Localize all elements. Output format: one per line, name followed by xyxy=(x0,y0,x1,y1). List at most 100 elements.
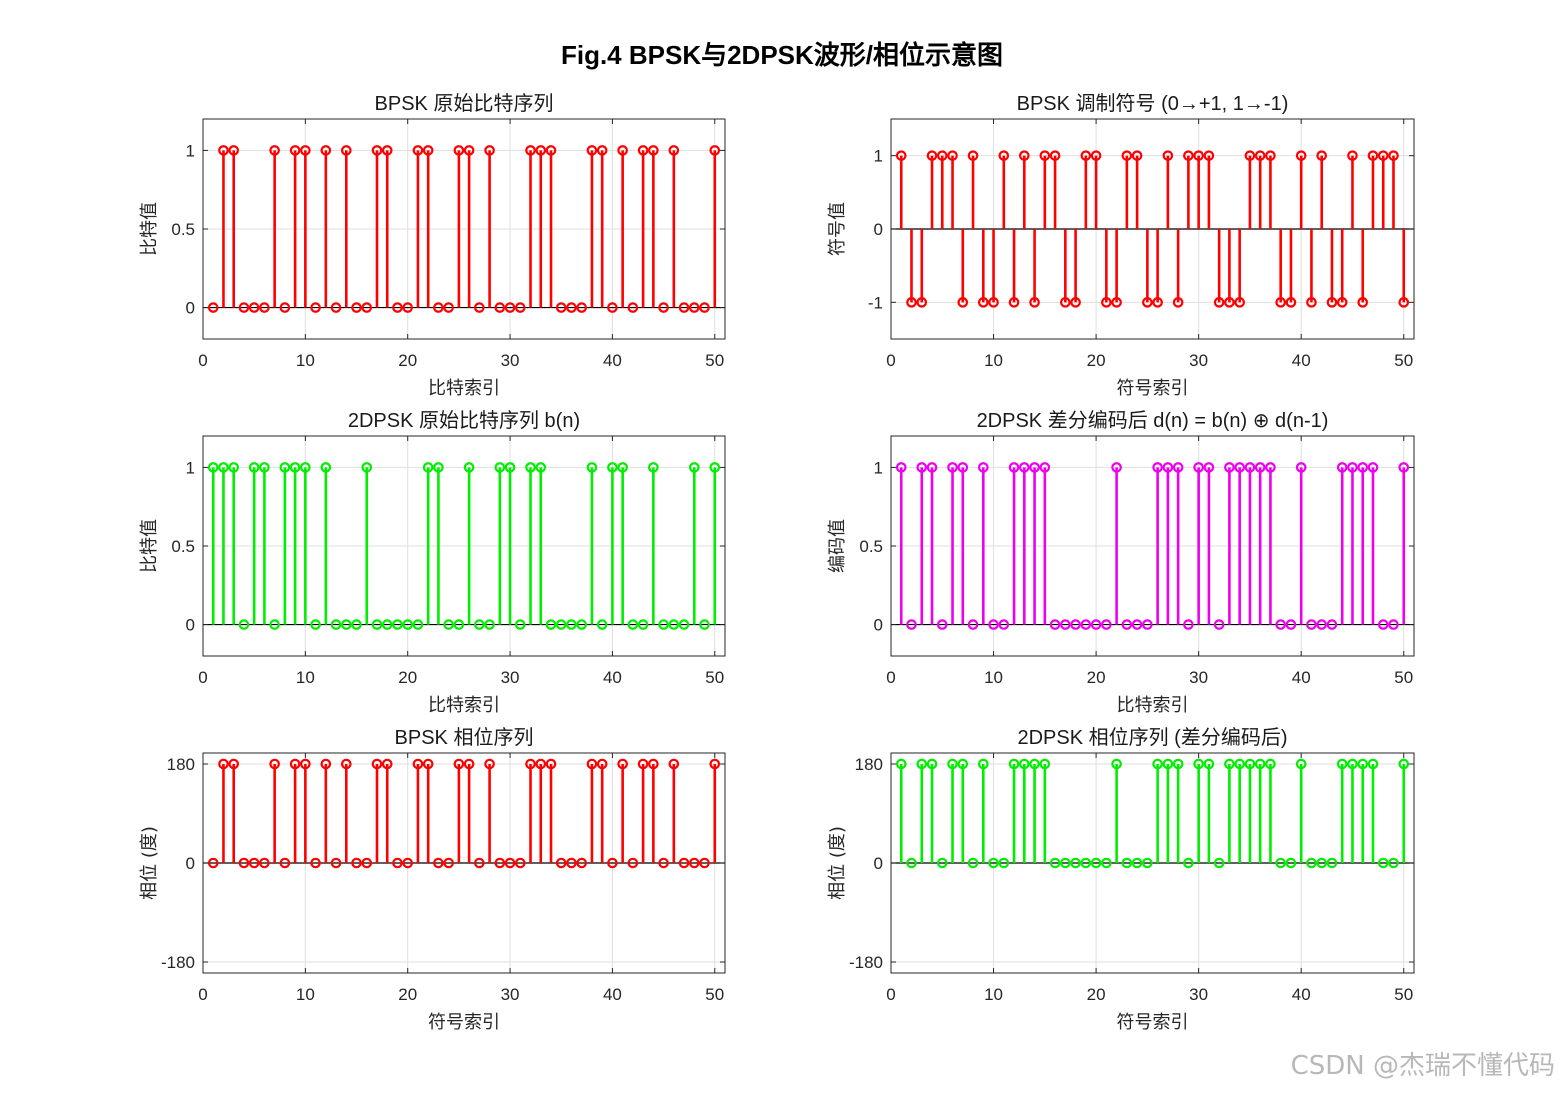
marker-4 xyxy=(926,150,938,161)
xtick-label-1: 10 xyxy=(296,668,315,687)
marker-46 xyxy=(1357,462,1369,473)
marker-20 xyxy=(1090,150,1102,161)
marker-42 xyxy=(1316,857,1328,869)
marker-26 xyxy=(463,145,475,156)
marker-34 xyxy=(1234,758,1245,770)
marker-12 xyxy=(320,145,332,156)
marker-44 xyxy=(648,145,659,156)
marker-32 xyxy=(1213,857,1225,869)
marker-35 xyxy=(1244,462,1256,473)
xtick-label-3: 30 xyxy=(501,668,520,687)
marker-29 xyxy=(1183,619,1194,630)
marker-35 xyxy=(555,302,567,313)
marker-5 xyxy=(936,150,948,161)
marker-28 xyxy=(484,758,495,770)
xtick-label-1: 10 xyxy=(984,351,1003,370)
x-axis-label: 比特索引 xyxy=(428,378,500,399)
marker-25 xyxy=(453,758,465,770)
marker-2 xyxy=(218,462,229,473)
marker-19 xyxy=(392,857,403,869)
xtick-label-2: 20 xyxy=(1087,985,1106,1004)
marker-5 xyxy=(248,302,260,313)
marker-13 xyxy=(330,302,342,313)
marker-48 xyxy=(1377,150,1389,161)
xtick-label-4: 40 xyxy=(1292,351,1311,370)
marker-35 xyxy=(555,857,567,869)
marker-49 xyxy=(699,857,710,869)
marker-30 xyxy=(504,302,516,313)
subplot-title: 2DPSK 相位序列 (差分编码后) xyxy=(1017,726,1287,749)
marker-23 xyxy=(433,462,444,473)
marker-19 xyxy=(392,619,403,630)
marker-22 xyxy=(422,145,434,156)
marker-38 xyxy=(586,758,598,770)
marker-6 xyxy=(947,758,958,770)
marker-16 xyxy=(361,857,373,869)
marker-6 xyxy=(947,462,958,473)
marker-26 xyxy=(1152,462,1163,473)
xtick-label-3: 30 xyxy=(501,985,520,1004)
marker-17 xyxy=(1060,619,1071,630)
marker-20 xyxy=(1090,857,1102,869)
xtick-label-4: 40 xyxy=(603,985,622,1004)
marker-42 xyxy=(627,302,639,313)
marker-7 xyxy=(957,758,969,770)
marker-46 xyxy=(1357,297,1369,308)
marker-22 xyxy=(1111,297,1122,308)
marker-44 xyxy=(1336,758,1348,770)
marker-14 xyxy=(340,145,352,156)
marker-29 xyxy=(494,857,506,869)
marker-23 xyxy=(433,857,444,869)
marker-42 xyxy=(1316,619,1328,630)
marker-33 xyxy=(535,758,547,770)
marker-18 xyxy=(1070,619,1081,630)
y-axis-label: 相位 (度) xyxy=(827,826,848,900)
subplot-2: 0 10 20 30 40 50 -1 0 1 BPSK 调制符号 (0→+1, 1→-1) 符号索… xyxy=(827,92,1415,399)
marker-32 xyxy=(1213,297,1225,308)
marker-26 xyxy=(1152,758,1163,770)
marker-45 xyxy=(1347,462,1358,473)
xtick-label-0: 0 xyxy=(886,668,895,687)
xtick-label-5: 50 xyxy=(1394,351,1413,370)
marker-14 xyxy=(340,619,352,630)
marker-45 xyxy=(658,857,669,869)
marker-48 xyxy=(688,302,700,313)
marker-27 xyxy=(474,302,485,313)
xtick-label-0: 0 xyxy=(198,985,207,1004)
ytick-label-0: 0 xyxy=(186,616,195,635)
marker-11 xyxy=(998,857,1010,869)
marker-28 xyxy=(1172,462,1184,473)
marker-10 xyxy=(988,297,999,308)
marker-20 xyxy=(1090,619,1102,630)
y-axis-label: 编码值 xyxy=(827,519,848,573)
ytick-label-0: 0 xyxy=(186,299,195,318)
marker-31 xyxy=(1203,150,1215,161)
xtick-label-1: 10 xyxy=(984,985,1003,1004)
marker-23 xyxy=(1121,619,1133,630)
marker-45 xyxy=(658,619,669,630)
marker-27 xyxy=(1162,462,1174,473)
marker-6 xyxy=(947,150,958,161)
marker-14 xyxy=(1029,758,1040,770)
marker-14 xyxy=(340,758,352,770)
marker-2 xyxy=(218,758,229,770)
marker-32 xyxy=(525,462,536,473)
marker-16 xyxy=(361,462,373,473)
marker-8 xyxy=(279,462,291,473)
marker-9 xyxy=(977,297,989,308)
ytick-label-2: 1 xyxy=(874,458,883,477)
xtick-label-0: 0 xyxy=(198,668,207,687)
marker-7 xyxy=(957,462,969,473)
marker-24 xyxy=(443,619,454,630)
marker-23 xyxy=(1121,857,1133,869)
marker-43 xyxy=(637,758,649,770)
marker-46 xyxy=(668,145,680,156)
marker-37 xyxy=(576,857,588,869)
marker-40 xyxy=(1295,150,1307,161)
xtick-label-1: 10 xyxy=(296,985,315,1004)
marker-20 xyxy=(402,619,414,630)
x-axis-label: 符号索引 xyxy=(1117,1012,1189,1033)
marker-44 xyxy=(1336,462,1348,473)
